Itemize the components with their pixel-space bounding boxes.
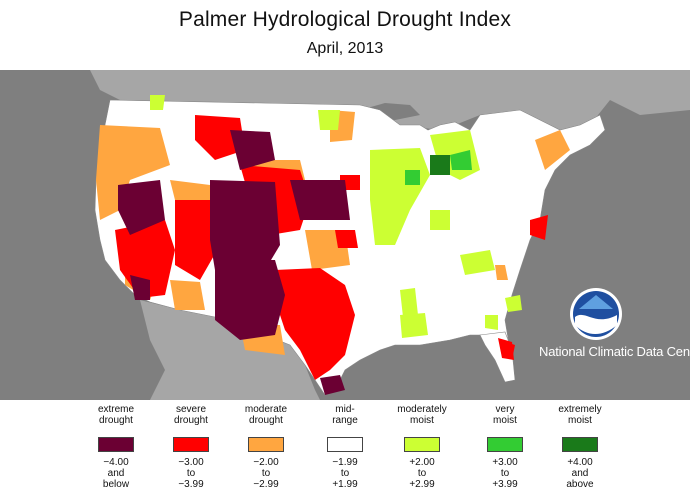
legend-range-line2: to bbox=[340, 468, 350, 479]
legend-label: moderately moist bbox=[377, 404, 467, 430]
legend-label-line2: moist bbox=[568, 415, 592, 426]
legend-range-line2: and bbox=[571, 468, 589, 479]
legend-range-line3: −3.99 bbox=[178, 479, 204, 490]
legend-label: moderate drought bbox=[221, 404, 311, 430]
legend-range-line2: to bbox=[186, 468, 196, 479]
legend-label: very moist bbox=[460, 404, 550, 430]
legend-label-line2: range bbox=[332, 415, 358, 426]
legend-range-line3: +2.99 bbox=[409, 479, 435, 490]
legend-label-line1: very bbox=[495, 404, 515, 415]
legend-range-line1: +2.00 bbox=[409, 457, 435, 468]
legend-item-extreme-drought: extreme drought −4.00 and below bbox=[71, 404, 161, 490]
legend-range-line2: to bbox=[261, 468, 271, 479]
legend-range-line1: −2.00 bbox=[253, 457, 279, 468]
legend-label-line2: moist bbox=[410, 415, 434, 426]
noaa-logo bbox=[570, 288, 622, 340]
legend-label: extremely moist bbox=[535, 404, 625, 430]
legend-range-line2: to bbox=[500, 468, 510, 479]
legend-label-line2: drought bbox=[174, 415, 208, 426]
legend-range-line1: +3.00 bbox=[492, 457, 518, 468]
legend-label: severe drought bbox=[146, 404, 236, 430]
legend-range-line3: above bbox=[566, 479, 594, 490]
legend-swatch bbox=[487, 437, 523, 452]
legend-label: mid- range bbox=[300, 404, 390, 430]
legend-range-line3: −2.99 bbox=[253, 479, 279, 490]
legend-label-line2: moist bbox=[493, 415, 517, 426]
legend-item-severe-drought: severe drought −3.00 to −3.99 bbox=[146, 404, 236, 490]
legend-range: −2.00 to −2.99 bbox=[221, 457, 311, 490]
legend-item-mid-range: mid- range −1.99 to +1.99 bbox=[300, 404, 390, 490]
legend-swatch bbox=[98, 437, 134, 452]
legend-label-line1: extreme bbox=[97, 404, 135, 415]
legend-label-line1: mid- bbox=[335, 404, 355, 415]
mexico-land bbox=[140, 300, 320, 400]
legend-item-moderate-drought: moderate drought −2.00 to −2.99 bbox=[221, 404, 311, 490]
legend-label-line2: drought bbox=[249, 415, 283, 426]
very-moist-regions bbox=[405, 150, 472, 185]
legend-range-line1: −3.00 bbox=[178, 457, 204, 468]
severe-drought-regions bbox=[115, 115, 548, 380]
legend-range: −1.99 to +1.99 bbox=[300, 457, 390, 490]
legend-label-line2: drought bbox=[99, 415, 133, 426]
credit-text: National Climatic Data Center bbox=[539, 344, 690, 359]
legend-swatch bbox=[404, 437, 440, 452]
legend-item-very-moist: very moist +3.00 to +3.99 bbox=[460, 404, 550, 490]
legend-item-extremely-moist: extremely moist +4.00 and above bbox=[535, 404, 625, 490]
legend-range-line3: +1.99 bbox=[332, 479, 358, 490]
legend-range-line1: −1.99 bbox=[332, 457, 358, 468]
legend-range: +4.00 and above bbox=[535, 457, 625, 490]
legend-range: −4.00 and below bbox=[71, 457, 161, 490]
legend-range: −3.00 to −3.99 bbox=[146, 457, 236, 490]
legend: extreme drought −4.00 and below severe d… bbox=[0, 404, 690, 490]
legend-swatch bbox=[562, 437, 598, 452]
legend-swatch bbox=[248, 437, 284, 452]
legend-label-line1: severe bbox=[175, 404, 206, 415]
map-subtitle: April, 2013 bbox=[306, 40, 384, 57]
legend-range: +3.00 to +3.99 bbox=[460, 457, 550, 490]
legend-range: +2.00 to +2.99 bbox=[377, 457, 467, 490]
map-title: Palmer Hydrological Drought Index bbox=[178, 8, 512, 31]
legend-label-line1: moderately bbox=[397, 404, 447, 415]
legend-range-line3: +3.99 bbox=[492, 479, 518, 490]
canada-land bbox=[0, 70, 690, 130]
florida-drought bbox=[498, 338, 514, 360]
drought-map bbox=[0, 70, 690, 400]
legend-swatch bbox=[173, 437, 209, 452]
legend-range-line2: to bbox=[417, 468, 427, 479]
legend-item-moderately-moist: moderately moist +2.00 to +2.99 bbox=[377, 404, 467, 490]
legend-range-line1: +4.00 bbox=[567, 457, 593, 468]
legend-range-line3: below bbox=[102, 479, 130, 490]
legend-label-line1: extremely bbox=[558, 404, 602, 415]
extremely-moist-regions bbox=[430, 155, 450, 175]
extreme-drought-regions bbox=[118, 130, 350, 395]
legend-swatch bbox=[327, 437, 363, 452]
legend-range-line2: and bbox=[107, 468, 125, 479]
legend-label-line1: moderate bbox=[244, 404, 288, 415]
legend-range-line1: −4.00 bbox=[103, 457, 129, 468]
legend-label: extreme drought bbox=[71, 404, 161, 430]
